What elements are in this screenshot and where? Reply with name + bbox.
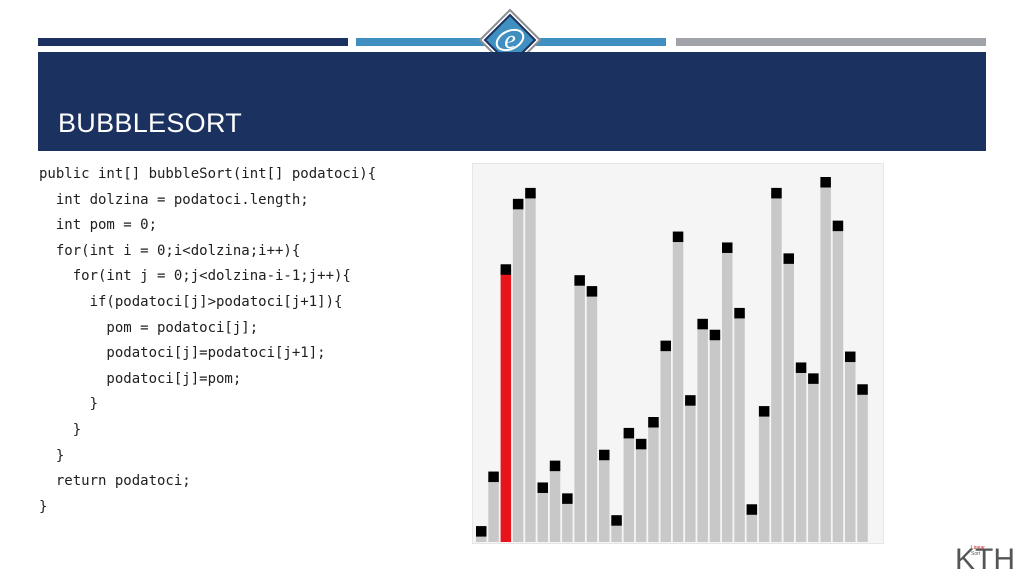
- code-line: podatoci[j]=pom;: [39, 370, 242, 387]
- bar-marker: [660, 340, 671, 352]
- bar-marker: [697, 318, 708, 330]
- sort-bar: [845, 356, 856, 542]
- sort-bar: [820, 182, 831, 542]
- sort-bar: [660, 345, 671, 542]
- sort-bar: [832, 225, 844, 543]
- code-line: for(int j = 0;j<dolzina-i-1;j++){: [39, 268, 351, 285]
- code-line: int pom = 0;: [39, 217, 158, 234]
- bar-marker: [709, 329, 721, 341]
- code-line: }: [39, 396, 99, 413]
- sort-bar: [697, 323, 708, 542]
- code-block: public int[] bubbleSort(int[] podatoci){…: [39, 162, 376, 520]
- sort-bar: [599, 454, 610, 542]
- sort-bar: [685, 400, 696, 542]
- code-line: int dolzina = podatoci.length;: [39, 191, 309, 208]
- sort-bar: [709, 334, 721, 542]
- slide-title: BUBBLESORT: [58, 108, 243, 138]
- bar-marker: [857, 384, 868, 395]
- bar-marker: [746, 504, 758, 515]
- header-stripe-gray: [676, 38, 986, 46]
- bar-marker: [820, 177, 831, 188]
- sort-bar: [574, 280, 585, 542]
- bar-marker: [623, 427, 635, 439]
- sort-bar: [562, 498, 573, 542]
- code-line: }: [39, 421, 82, 438]
- bar-marker: [586, 286, 598, 297]
- bar-marker: [549, 460, 561, 472]
- bar-marker: [512, 198, 524, 210]
- code-line: if(podatoci[j]>podatoci[j+1]){: [39, 293, 343, 310]
- sort-bar: [746, 509, 758, 542]
- code-line: }: [39, 447, 65, 464]
- sort-bar: [795, 367, 807, 542]
- bar-marker: [845, 351, 856, 363]
- corner-logo-small-2: Sort: [971, 551, 981, 557]
- sort-bar: [635, 443, 647, 542]
- sort-bar: [771, 192, 782, 542]
- corner-logo-small-1: Linear: [971, 545, 985, 551]
- sort-bar: [537, 487, 548, 542]
- bar-marker: [574, 275, 585, 286]
- sort-bar: [722, 247, 733, 543]
- code-line: }: [39, 498, 48, 515]
- bar-marker: [648, 417, 659, 428]
- sort-bar: [549, 465, 561, 542]
- bar-marker: [476, 526, 487, 537]
- bar-marker: [832, 220, 844, 232]
- bar-marker: [783, 253, 794, 264]
- sort-bar: [808, 378, 819, 542]
- sort-bar: [623, 432, 635, 542]
- bar-marker: [685, 395, 696, 406]
- sort-bar: [857, 389, 868, 542]
- sort-bar: [512, 203, 524, 542]
- bubblesort-visualization: [472, 163, 884, 544]
- svg-text:e: e: [504, 25, 516, 54]
- bar-marker: [672, 231, 684, 243]
- code-line: pom = podatoci[j];: [39, 319, 259, 336]
- bar-marker: [611, 515, 622, 526]
- bar-marker: [808, 373, 819, 384]
- bar-marker: [525, 187, 536, 199]
- title-banner: BUBBLESORT: [38, 52, 986, 151]
- bar-marker: [500, 264, 512, 275]
- kth-logo-icon: KTH Linear Sort: [955, 543, 1015, 573]
- sort-bar: [734, 312, 745, 542]
- code-line: return podatoci;: [39, 473, 191, 490]
- bar-marker: [562, 493, 573, 504]
- corner-logo-text: KTH: [955, 543, 1015, 573]
- code-line: podatoci[j]=podatoci[j+1];: [39, 345, 326, 362]
- sort-bar: [758, 411, 770, 542]
- sort-bar: [525, 192, 536, 542]
- bar-marker: [758, 406, 770, 417]
- header-stripe-dark: [38, 38, 348, 46]
- bar-marker: [635, 438, 647, 450]
- sort-bar: [648, 422, 659, 542]
- bar-marker: [734, 307, 745, 319]
- code-line: for(int i = 0;i<dolzina;i++){: [39, 242, 301, 259]
- bar-marker: [537, 482, 548, 493]
- sort-bar: [783, 258, 794, 542]
- bar-marker: [722, 242, 733, 253]
- bar-marker: [488, 471, 499, 483]
- sort-bar: [500, 269, 512, 542]
- bar-marker: [771, 187, 782, 199]
- sort-bar: [586, 291, 598, 542]
- sort-bar: [611, 520, 622, 542]
- bar-visualization: [476, 177, 868, 543]
- sort-bar: [672, 236, 684, 542]
- bar-marker: [599, 449, 610, 461]
- code-line: public int[] bubbleSort(int[] podatoci){: [39, 166, 377, 182]
- sort-bar: [488, 476, 499, 542]
- bar-marker: [795, 362, 807, 373]
